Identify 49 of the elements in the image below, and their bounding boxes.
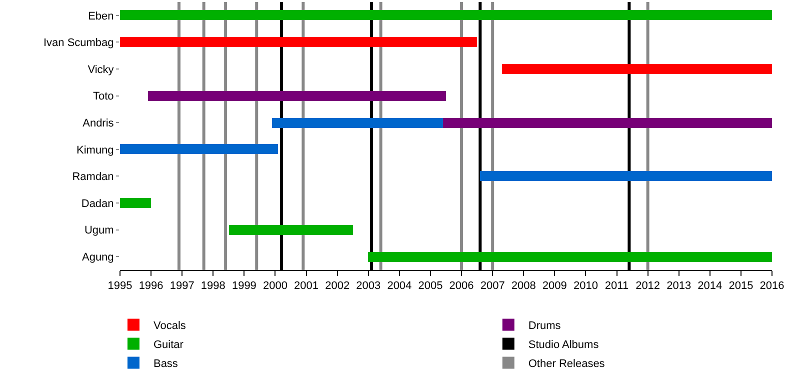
legend-label: Vocals bbox=[153, 320, 186, 332]
legend-label: Drums bbox=[528, 320, 562, 332]
x-tick-label: 2002 bbox=[325, 280, 350, 292]
x-tick-label: 2004 bbox=[387, 280, 412, 292]
bar bbox=[148, 91, 446, 101]
x-tick-label: 2013 bbox=[666, 280, 692, 292]
bar bbox=[480, 171, 772, 181]
y-tick-label: Toto bbox=[93, 90, 114, 103]
bar bbox=[120, 198, 151, 208]
x-tick-label: 2008 bbox=[511, 280, 536, 292]
x-tick-label: 2001 bbox=[294, 280, 319, 292]
x-tick-label: 2011 bbox=[604, 280, 629, 292]
legend-label: Studio Albums bbox=[528, 338, 600, 351]
x-tick-label: 2005 bbox=[418, 280, 443, 292]
y-tick-label: Dadan bbox=[81, 198, 114, 210]
x-tick-label: 1996 bbox=[138, 280, 164, 292]
y-tick-label: Agung bbox=[82, 251, 114, 264]
x-tick-label: 2006 bbox=[449, 280, 474, 292]
x-tick-label: 2016 bbox=[760, 280, 784, 292]
x-tick-label: 1995 bbox=[108, 280, 132, 292]
bar bbox=[502, 64, 772, 74]
y-tick-label: Ramdan bbox=[72, 171, 114, 184]
y-tick-label: Vicky bbox=[88, 64, 114, 76]
x-tick-label: 2010 bbox=[573, 280, 598, 292]
x-tick-label: 2003 bbox=[356, 280, 381, 292]
bar bbox=[272, 118, 443, 128]
y-tick-label: Ugum bbox=[84, 224, 114, 237]
x-tick-label: 2012 bbox=[636, 280, 660, 292]
y-tick-label: Kimung bbox=[76, 144, 114, 156]
bar bbox=[120, 10, 772, 20]
y-tick-label: Ivan Scumbag bbox=[43, 37, 114, 50]
x-tick-label: 2000 bbox=[263, 280, 288, 292]
legend-label: Bass bbox=[153, 358, 178, 370]
x-tick-label: 2015 bbox=[728, 280, 754, 292]
bar bbox=[120, 37, 477, 47]
x-tick-label: 2009 bbox=[542, 280, 567, 292]
y-tick-label: Andris bbox=[82, 117, 114, 130]
bar bbox=[443, 118, 772, 128]
x-tick-label: 1999 bbox=[232, 280, 256, 292]
bar bbox=[229, 225, 353, 235]
bar bbox=[120, 144, 278, 154]
y-tick-label: Eben bbox=[88, 10, 114, 22]
x-tick-label: 2007 bbox=[480, 280, 505, 292]
x-tick-label: 2014 bbox=[698, 280, 722, 292]
x-tick-label: 1997 bbox=[170, 280, 194, 292]
legend-label: Other Releases bbox=[528, 358, 606, 370]
x-tick-label: 1998 bbox=[200, 280, 226, 292]
legend-label: Guitar bbox=[153, 338, 184, 351]
bar bbox=[368, 252, 772, 262]
